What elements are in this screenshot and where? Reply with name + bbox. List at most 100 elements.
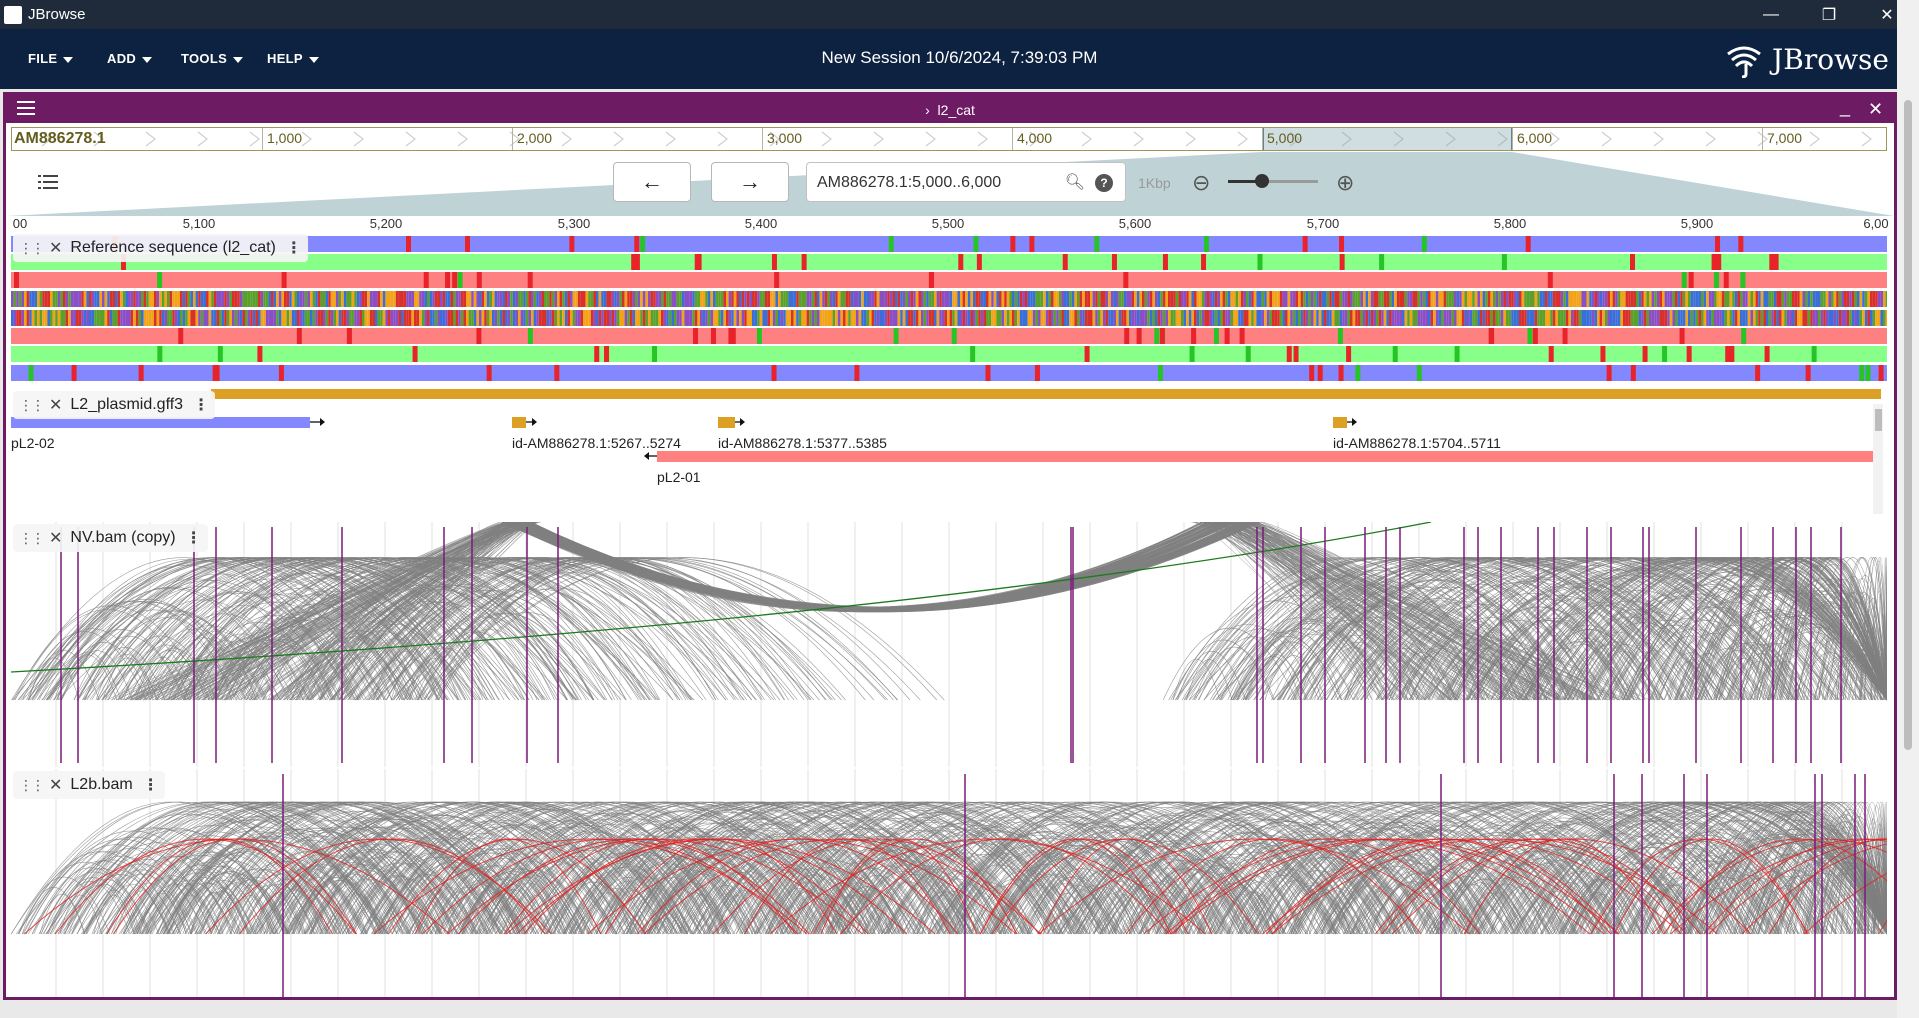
overview-scalebar[interactable]: 1,000 2,000 3,000 4,000 5,000 6,000 7,00… xyxy=(11,127,1887,151)
overview-tick: 6,000 xyxy=(1512,128,1552,150)
menu-add-label: ADD xyxy=(107,51,137,66)
pan-left-button[interactable]: ← xyxy=(613,162,691,202)
overview-refname: AM886278.1 xyxy=(14,130,106,147)
window-title: JBrowse xyxy=(28,6,86,23)
read-arcs-canvas xyxy=(11,522,1887,767)
feature-pL2-01 xyxy=(657,451,1881,462)
caret-down-icon xyxy=(308,56,319,63)
caret-down-icon xyxy=(142,56,153,63)
minimize-icon[interactable]: — xyxy=(1763,5,1779,23)
overview-visible-region[interactable] xyxy=(1263,128,1512,150)
zoom-slider-thumb[interactable] xyxy=(1255,174,1269,188)
track-l2b-bam[interactable]: ⋮⋮ ✕ L2b.bam ⋮ xyxy=(11,769,1887,997)
coordinate-ruler[interactable]: 00 5,100 5,200 5,300 5,400 5,500 5,600 5… xyxy=(6,213,1894,243)
close-icon[interactable]: ✕ xyxy=(1880,6,1894,24)
track-nv-bam-copy[interactable]: ⋮⋮ ✕ NV.bam (copy) ⋮ xyxy=(11,522,1887,767)
scrollbar-thumb[interactable] xyxy=(1904,100,1912,750)
location-search-input[interactable]: AM886278.1:5,000..6,000 🔍︎ ? xyxy=(806,162,1126,202)
read-arcs-canvas xyxy=(11,769,1887,997)
ruler-label: 5,600 xyxy=(1118,216,1152,231)
close-track-icon[interactable]: ✕ xyxy=(49,530,63,547)
track-selector-icon[interactable] xyxy=(38,174,58,190)
arrow-right-icon: → xyxy=(739,169,761,194)
overview-tick: 3,000 xyxy=(762,128,802,150)
track-name: Reference sequence (l2_cat) xyxy=(70,239,276,256)
track-menu-icon[interactable]: ⋮ xyxy=(285,240,302,257)
menu-help[interactable]: HELP xyxy=(267,51,319,66)
menu-tools-label: TOOLS xyxy=(181,51,228,66)
track-label: ⋮⋮ ✕ NV.bam (copy) ⋮ xyxy=(13,524,208,552)
ruler-label: 5,800 xyxy=(1493,216,1527,231)
feature-label: id-AM886278.1:5267..5274 xyxy=(512,435,681,451)
menu-add[interactable]: ADD xyxy=(107,51,153,66)
logo-text: JBrowse xyxy=(1772,42,1889,76)
feature-motif-5377 xyxy=(718,417,735,428)
jbrowse-logo-icon xyxy=(1727,46,1761,78)
jbrowse-app-icon xyxy=(4,6,22,24)
jbrowse-logo: JBrowse xyxy=(1724,39,1889,79)
track-name: L2_plasmid.gff3 xyxy=(70,396,184,413)
feature-motif-5267 xyxy=(512,417,526,428)
minimize-view-icon[interactable]: _ xyxy=(1840,97,1851,117)
drag-handle-icon[interactable]: ⋮⋮ xyxy=(19,396,45,413)
menu-file-label: FILE xyxy=(28,51,58,66)
window-scrollbar[interactable] xyxy=(1897,0,1919,1018)
feature-pL2-02 xyxy=(11,417,310,428)
track-label: ⋮⋮ ✕ L2b.bam ⋮ xyxy=(13,771,165,799)
zoom-out-icon[interactable]: ⊖ xyxy=(1192,170,1211,195)
bp-per-px-label: 1Kbp xyxy=(1138,175,1171,191)
ruler-label: 5,300 xyxy=(557,216,591,231)
session-title[interactable]: New Session 10/6/2024, 7:39:03 PM xyxy=(821,48,1098,67)
drag-handle-icon[interactable]: ⋮⋮ xyxy=(19,239,45,256)
menu-help-label: HELP xyxy=(267,51,303,66)
track-menu-icon[interactable]: ⋮ xyxy=(193,397,210,414)
ruler-label: 5,700 xyxy=(1306,216,1340,231)
sequence-frames xyxy=(11,236,1887,381)
view-menu-icon[interactable] xyxy=(17,101,35,115)
menu-file[interactable]: FILE xyxy=(28,51,74,66)
drag-handle-icon[interactable]: ⋮⋮ xyxy=(19,529,45,546)
drag-handle-icon[interactable]: ⋮⋮ xyxy=(19,776,45,793)
overview-chevrons xyxy=(41,131,1872,147)
feature-label: pL2-01 xyxy=(657,469,701,485)
linear-genome-view: › l2_cat _ ✕ 1,000 2,000 3,000 4,000 5,0… xyxy=(3,92,1897,1000)
track-label: ⋮⋮ ✕ L2_plasmid.gff3 ⋮ xyxy=(13,391,216,419)
track-reference-sequence[interactable]: ⋮⋮ ✕ Reference sequence (l2_cat) ⋮ xyxy=(11,232,1887,387)
ruler-label: 5,900 xyxy=(1680,216,1714,231)
close-view-icon[interactable]: ✕ xyxy=(1868,99,1884,119)
overview-tick: 7,000 xyxy=(1762,128,1802,150)
feature-canvas xyxy=(11,389,1883,514)
close-track-icon[interactable]: ✕ xyxy=(49,397,63,414)
view-controls: ← → AM886278.1:5,000..6,000 🔍︎ ? 1Kbp ⊖ … xyxy=(6,152,1894,222)
menu-tools[interactable]: TOOLS xyxy=(181,51,244,66)
zoom-slider[interactable] xyxy=(1228,174,1318,188)
caret-down-icon xyxy=(233,56,244,63)
location-value: AM886278.1:5,000..6,000 xyxy=(817,174,1002,191)
arrow-left-icon: ← xyxy=(641,169,663,194)
feature-label: id-AM886278.1:5377..5385 xyxy=(718,435,887,451)
close-track-icon[interactable]: ✕ xyxy=(49,240,63,257)
help-icon[interactable]: ? xyxy=(1095,174,1113,192)
ruler-label: 5,500 xyxy=(931,216,965,231)
feature-label: id-AM886278.1:5704..5711 xyxy=(1333,435,1501,451)
close-track-icon[interactable]: ✕ xyxy=(49,777,63,794)
zoom-in-icon[interactable]: ⊕ xyxy=(1336,170,1355,195)
track-l2-plasmid-gff3[interactable]: pL2-02 id-AM886278.1:5267..5274 id-AM886… xyxy=(11,389,1887,519)
window-titlebar: JBrowse — ❐ ✕ xyxy=(0,0,1919,29)
restore-icon[interactable]: ❐ xyxy=(1821,6,1837,24)
feature-motif-5704 xyxy=(1333,417,1347,428)
app-menubar: FILE ADD TOOLS HELP New Session 10/6/202… xyxy=(0,29,1919,89)
track-name: L2b.bam xyxy=(70,776,133,793)
overview-tick: 2,000 xyxy=(512,128,552,150)
pan-right-button[interactable]: → xyxy=(711,162,789,202)
search-icon[interactable]: 🔍︎ xyxy=(1064,174,1085,191)
view-name[interactable]: › l2_cat xyxy=(6,102,1894,118)
caret-down-icon xyxy=(63,56,74,63)
track-menu-icon[interactable]: ⋮ xyxy=(142,777,159,794)
ruler-label: 00 xyxy=(12,216,28,231)
chevron-right-icon: › xyxy=(925,102,938,118)
zoom-slider-fill xyxy=(1228,180,1261,183)
ruler-label: 6,00 xyxy=(1863,216,1889,231)
track-menu-icon[interactable]: ⋮ xyxy=(185,530,202,547)
feature-label: pL2-02 xyxy=(11,435,55,451)
